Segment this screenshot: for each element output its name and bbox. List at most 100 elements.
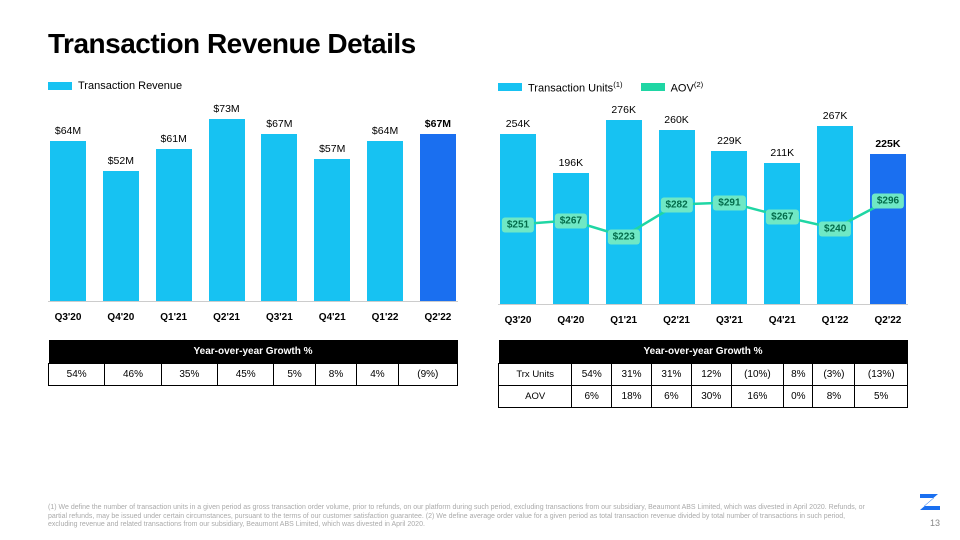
bar-col: 196K	[551, 157, 591, 304]
x-tick: Q1'21	[154, 312, 194, 323]
yoy-cell: 54%	[572, 364, 612, 386]
bar-value-label: $67M	[425, 118, 451, 130]
yoy-cell: 8%	[315, 364, 356, 386]
revenue-chart-xaxis: Q3'20Q4'20Q1'21Q2'21Q3'21Q4'21Q1'22Q2'22	[48, 312, 458, 323]
bar-col: 267K	[815, 110, 855, 304]
page-number: 13	[930, 518, 940, 528]
x-tick: Q1'22	[815, 315, 855, 326]
yoy-cell: 16%	[731, 386, 784, 408]
bar	[50, 141, 86, 301]
x-tick: Q1'22	[365, 312, 405, 323]
bar-col: $67M	[259, 118, 299, 302]
x-tick: Q3'21	[709, 315, 749, 326]
bar-col: 211K	[762, 147, 802, 304]
yoy-cell: 6%	[651, 386, 691, 408]
x-tick: Q1'21	[604, 315, 644, 326]
aov-value-badge: $267	[766, 209, 798, 224]
bar-value-label: 276K	[611, 104, 636, 116]
aov-value-badge: $223	[608, 229, 640, 244]
bar-col: $57M	[312, 143, 352, 302]
yoy-cell: 31%	[612, 364, 652, 386]
aov-value-badge: $240	[819, 221, 851, 236]
bar-value-label: 196K	[559, 157, 584, 169]
bar	[553, 173, 589, 304]
yoy-cell: 45%	[218, 364, 274, 386]
bar-col: 254K	[498, 118, 538, 303]
bar-col: 276K	[604, 104, 644, 304]
units-aov-chart: Transaction Units(1) AOV(2) 254K 196K 276K…	[498, 80, 908, 326]
yoy-cell: 18%	[612, 386, 652, 408]
aov-value-badge: $296	[872, 193, 904, 208]
x-tick: Q2'22	[418, 312, 458, 323]
bar	[156, 149, 192, 302]
yoy-cell: 54%	[49, 364, 105, 386]
legend-label-revenue: Transaction Revenue	[78, 80, 182, 92]
yoy-cell: 8%	[813, 386, 855, 408]
aov-value-badge: $251	[502, 217, 534, 232]
page-title: Transaction Revenue Details	[48, 28, 416, 60]
yoy-cell: 5%	[855, 386, 908, 408]
units-chart-plot: 254K196K276K260K229K211K267K225K $251$26…	[498, 105, 908, 305]
bar-value-label: $64M	[372, 125, 398, 137]
yoy-cell: (3%)	[813, 364, 855, 386]
bar	[817, 126, 853, 304]
x-tick: Q3'21	[259, 312, 299, 323]
yoy-cell: (10%)	[731, 364, 784, 386]
x-tick: Q4'21	[762, 315, 802, 326]
yoy-cell: (9%)	[398, 364, 457, 386]
bar-col: $64M	[365, 125, 405, 301]
yoy-cell: 6%	[572, 386, 612, 408]
bar-value-label: 260K	[664, 114, 689, 126]
revenue-yoy-table: Year-over-year Growth % 54%46%35%45%5%8%…	[48, 340, 458, 386]
bar	[606, 120, 642, 304]
yoy-cell: 4%	[357, 364, 398, 386]
yoy-cell: 5%	[274, 364, 315, 386]
units-aov-yoy-header: Year-over-year Growth %	[499, 340, 908, 364]
bar-value-label: $64M	[55, 125, 81, 137]
legend-swatch-aov	[641, 83, 665, 91]
x-tick: Q2'21	[657, 315, 697, 326]
bar	[314, 159, 350, 302]
bar	[870, 154, 906, 304]
legend-item-units: Transaction Units(1)	[498, 80, 623, 95]
x-tick: Q4'20	[101, 312, 141, 323]
legend-swatch-revenue	[48, 82, 72, 90]
units-aov-yoy-table: Year-over-year Growth % Trx Units54%31%3…	[498, 340, 908, 408]
bar-value-label: $52M	[108, 155, 134, 167]
bar	[209, 119, 245, 302]
x-tick: Q2'21	[207, 312, 247, 323]
bar-value-label: $67M	[266, 118, 292, 130]
legend-label-aov: AOV(2)	[671, 80, 704, 95]
yoy-cell: 35%	[161, 364, 217, 386]
bar	[367, 141, 403, 301]
aov-value-badge: $282	[660, 197, 692, 212]
x-tick: Q2'22	[868, 315, 908, 326]
yoy-cell: 30%	[691, 386, 731, 408]
bar-col: $73M	[207, 103, 247, 302]
brand-logo-icon	[918, 492, 942, 512]
bar	[659, 130, 695, 303]
bar-value-label: 254K	[506, 118, 531, 130]
bar-col: $64M	[48, 125, 88, 301]
bar-value-label: $61M	[161, 133, 187, 145]
aov-value-badge: $267	[555, 213, 587, 228]
bar-value-label: 229K	[717, 135, 742, 147]
legend-label-units: Transaction Units(1)	[528, 80, 623, 95]
bar-value-label: $73M	[213, 103, 239, 115]
revenue-chart-plot: $64M $52M $61M $73M $67M $57M $64M $67M	[48, 102, 458, 302]
revenue-yoy-header: Year-over-year Growth %	[49, 340, 458, 364]
x-tick: Q4'20	[551, 315, 591, 326]
bar	[711, 151, 747, 304]
bar-col: $67M	[418, 118, 458, 302]
x-tick: Q3'20	[498, 315, 538, 326]
revenue-chart-legend: Transaction Revenue	[48, 80, 458, 92]
units-chart-xaxis: Q3'20 Q4'20 Q1'21 Q2'21 Q3'21 Q4'21 Q1'22 Q2'22	[498, 315, 908, 326]
bar	[103, 171, 139, 301]
aov-value-badge: $291	[713, 195, 745, 210]
bar-value-label: 211K	[770, 147, 794, 159]
bar-col: $52M	[101, 155, 141, 301]
bar-col: 229K	[709, 135, 749, 304]
bar-col: $61M	[154, 133, 194, 302]
legend-swatch-units	[498, 83, 522, 91]
bar-value-label: 267K	[823, 110, 848, 122]
